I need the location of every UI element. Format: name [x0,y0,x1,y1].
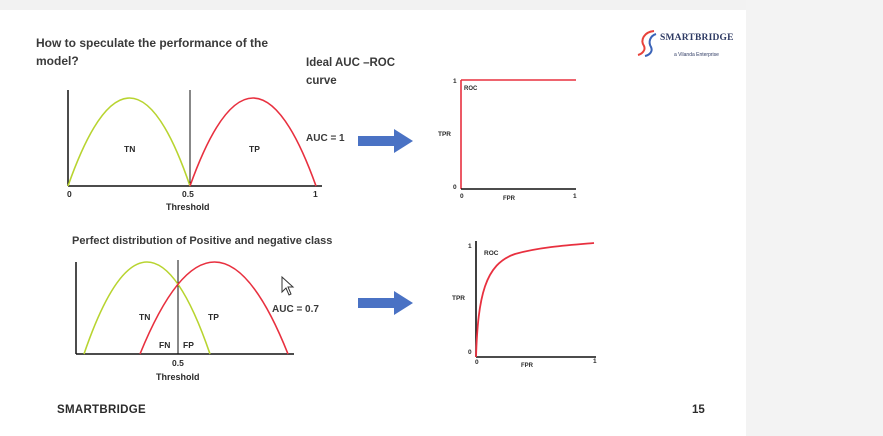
tp-curve [139,261,289,355]
x-axis-label: Threshold [156,372,200,382]
roc-ideal-curve-label: ROC [464,86,478,92]
tp-label: TP [208,312,219,322]
smartbridge-logo: SMARTBRIDGE a Vilanda Enterprise [636,28,740,64]
roc-real-y-tick-1: 1 [468,243,472,250]
slide: How to speculate the performance of the … [0,0,746,436]
x-tick-0: 0 [67,189,72,199]
roc-ideal-x-tick-0: 0 [460,193,464,200]
auc-ideal-label: AUC = 1 [306,133,345,144]
mouse-cursor-icon [281,275,295,296]
logo-name: SMARTBRIDGE [660,33,734,43]
roc-ideal-y-label: TPR [438,131,451,138]
roc-real-x-label: FPR [521,363,534,369]
tn-label: TN [124,144,135,154]
slide-title: How to speculate the performance of the … [36,36,269,68]
arrow-right-icon [358,129,413,153]
distribution-diagram-top: TN TP 0 0.5 1 Threshold [67,90,322,212]
roc-real-x-tick-0: 0 [475,359,479,366]
tp-label: TP [249,144,260,154]
ideal-roc-title: Ideal AUC –ROC curve [306,57,396,87]
distribution-diagram-bottom: TN TP FN FP 0.5 Threshold [75,260,294,382]
x-tick-05: 0.5 [182,189,194,199]
tn-label: TN [139,312,150,322]
roc-ideal-x-tick-1: 1 [573,193,577,200]
roc-ideal-y-tick-1: 1 [453,78,457,85]
roc-real-curve [475,242,595,358]
page-number: 15 [692,404,705,416]
roc-ideal-chart: ROC TPR FPR 1 0 0 1 [438,78,577,202]
auc-perfect-label: AUC = 0.7 [272,304,319,315]
logo-mark-icon [637,30,657,57]
tn-curve [83,261,211,355]
x-axis-label: Threshold [166,202,210,212]
footer-brand: SMARTBRIDGE [57,404,146,416]
logo-tagline: a Vilanda Enterprise [674,52,719,58]
window-background [746,0,883,436]
roc-ideal-y-tick-0: 0 [453,184,457,191]
arrow-right-icon [358,291,413,315]
tp-curve [189,97,317,187]
roc-real-chart: ROC TPR FPR 1 0 0 1 [452,241,597,369]
slide-top-bar [0,0,746,10]
roc-real-curve-label: ROC [484,250,499,257]
tn-curve [67,97,191,187]
fn-label: FN [159,340,170,350]
perfect-distribution-title: Perfect distribution of Positive and neg… [72,235,333,247]
roc-real-x-tick-1: 1 [593,358,597,365]
x-tick-1: 1 [313,189,318,199]
roc-real-y-label: TPR [452,295,465,302]
roc-ideal-x-label: FPR [503,196,516,202]
fp-label: FP [183,340,194,350]
roc-real-y-tick-0: 0 [468,349,472,356]
x-tick-05: 0.5 [172,358,184,368]
